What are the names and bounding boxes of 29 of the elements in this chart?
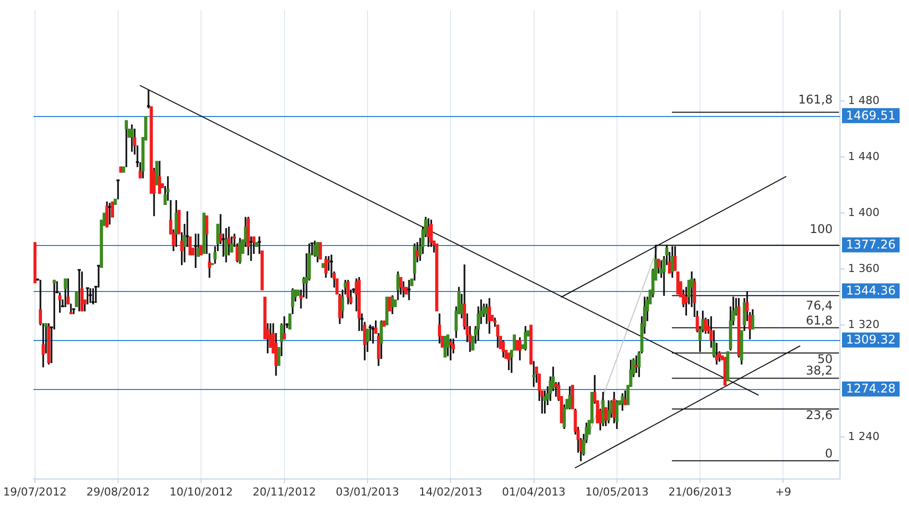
- x-tick-label: 10/10/2012: [169, 485, 233, 498]
- y-tick-label: 1 320: [848, 318, 880, 331]
- ref-line-label: 1274.28: [846, 382, 896, 396]
- series-label: 50: [817, 352, 833, 366]
- ref-line-label: 1344.36: [846, 284, 896, 298]
- x-tick-label: 03/01/2013: [336, 485, 400, 498]
- x-tick-label: +9: [775, 485, 792, 498]
- y-tick-label: 1 400: [848, 206, 880, 219]
- series-label: 38,2: [806, 364, 833, 378]
- y-tick-label: 1 360: [848, 262, 880, 275]
- x-tick-label: 21/06/2013: [668, 485, 732, 498]
- x-tick-label: 29/08/2012: [86, 485, 150, 498]
- x-tick-label: 20/11/2012: [252, 485, 316, 498]
- x-tick-label: 14/02/2013: [418, 485, 482, 498]
- ref-line-label: 1469.51: [846, 108, 896, 122]
- y-tick-label: 1 480: [848, 94, 880, 107]
- ref-line-label: 1309.32: [846, 332, 896, 347]
- x-tick-label: 01/04/2013: [502, 485, 566, 498]
- x-tick-label: 10/05/2013: [585, 485, 649, 498]
- series-label: 100: [810, 222, 833, 236]
- series-label: 76,4: [806, 298, 833, 312]
- ref-line-label: 1377.26: [846, 237, 896, 252]
- y-tick-label: 1 440: [848, 150, 880, 163]
- series-label: 23,6: [806, 408, 833, 422]
- y-tick-label: 1 240: [848, 430, 880, 443]
- series-label: 61,8: [806, 313, 833, 328]
- x-tick-label: 19/07/2012: [3, 485, 67, 498]
- series-label: 0: [824, 446, 833, 460]
- series-label: 161,8: [798, 92, 833, 107]
